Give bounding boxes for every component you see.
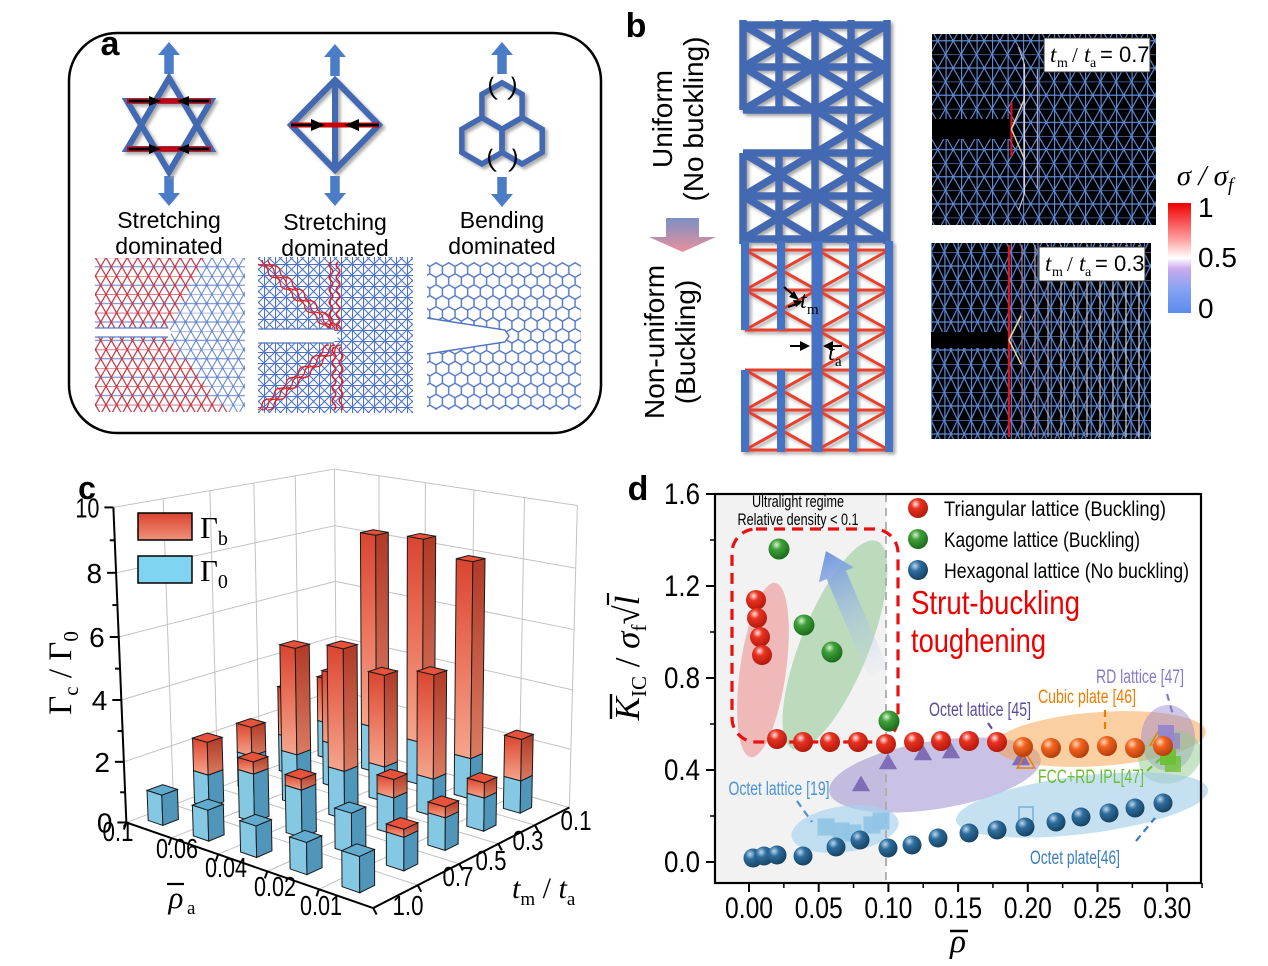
svg-text:Non-uniform: Non-uniform xyxy=(639,265,670,419)
svg-text:0.5: 0.5 xyxy=(1198,242,1237,273)
svg-text:b: b xyxy=(626,7,647,45)
svg-text:dominated: dominated xyxy=(448,233,555,259)
svg-text:4: 4 xyxy=(92,685,108,716)
svg-text:Uniform: Uniform xyxy=(647,70,678,168)
svg-text:RD lattice [47]: RD lattice [47] xyxy=(1096,667,1184,688)
svg-text:m: m xyxy=(807,302,819,318)
svg-text:0.4: 0.4 xyxy=(664,754,700,787)
svg-text:a: a xyxy=(835,354,842,370)
svg-text:0.0: 0.0 xyxy=(664,846,700,879)
svg-text:0: 0 xyxy=(97,808,113,839)
svg-text:d: d xyxy=(628,470,649,508)
svg-text:Strut-buckling: Strut-buckling xyxy=(911,584,1080,621)
svg-text:Triangular lattice (Buckling): Triangular lattice (Buckling) xyxy=(944,498,1166,521)
svg-text:1: 1 xyxy=(1198,192,1214,223)
svg-text:Octet plate[46]: Octet plate[46] xyxy=(1030,848,1120,869)
svg-text:a: a xyxy=(1090,56,1097,71)
svg-text:Kagome lattice (Buckling): Kagome lattice (Buckling) xyxy=(944,529,1140,552)
svg-text:/: / xyxy=(1067,252,1073,276)
svg-text:2: 2 xyxy=(94,747,110,778)
svg-text:ρ: ρ xyxy=(949,924,966,960)
svg-text:0.5: 0.5 xyxy=(476,845,507,876)
svg-text:dominated: dominated xyxy=(115,233,222,259)
svg-text:0.25: 0.25 xyxy=(1074,892,1122,925)
svg-text:t: t xyxy=(800,288,808,314)
svg-text:Γc / Γ0: Γc / Γ0 xyxy=(43,631,83,715)
svg-text:Octet lattice [19]: Octet lattice [19] xyxy=(729,779,830,800)
svg-text:0.8: 0.8 xyxy=(664,662,700,695)
svg-text:0.02: 0.02 xyxy=(254,871,296,902)
svg-text:0.04: 0.04 xyxy=(205,852,247,883)
svg-text:/: / xyxy=(1072,43,1078,67)
svg-text:0.7: 0.7 xyxy=(443,861,474,892)
svg-text:0.00: 0.00 xyxy=(725,892,773,925)
svg-text:= 0.7: = 0.7 xyxy=(1100,42,1150,67)
svg-text:c: c xyxy=(78,470,96,506)
svg-text:6: 6 xyxy=(89,622,105,653)
svg-text:t: t xyxy=(1084,42,1091,67)
svg-text:KIC / σf√l: KIC / σf√l xyxy=(608,596,651,722)
svg-text:t: t xyxy=(1079,251,1086,276)
svg-text:0.20: 0.20 xyxy=(1004,892,1052,925)
svg-text:toughening: toughening xyxy=(911,622,1046,659)
svg-text:10: 10 xyxy=(75,492,99,523)
svg-text:0.06: 0.06 xyxy=(156,833,198,864)
svg-text:0.05: 0.05 xyxy=(795,892,843,925)
svg-text:Octet lattice [45]: Octet lattice [45] xyxy=(929,700,1031,721)
svg-text:ρ: ρ xyxy=(168,880,184,915)
svg-text:t: t xyxy=(828,340,836,366)
svg-text:0.1: 0.1 xyxy=(561,805,592,836)
svg-text:a: a xyxy=(101,25,121,63)
svg-text:8: 8 xyxy=(87,558,103,589)
svg-text:t: t xyxy=(1050,42,1057,67)
svg-text:FCC+RD IPL[47]: FCC+RD IPL[47] xyxy=(1038,767,1144,788)
svg-text:= 0.3: = 0.3 xyxy=(1095,251,1145,276)
svg-text:0.10: 0.10 xyxy=(864,892,912,925)
svg-text:1.2: 1.2 xyxy=(664,570,700,603)
svg-text:0: 0 xyxy=(1198,293,1214,324)
svg-text:Stretching: Stretching xyxy=(283,209,387,235)
svg-text:(No buckling): (No buckling) xyxy=(678,37,709,202)
svg-text:σ / σf: σ / σf xyxy=(1177,160,1236,196)
svg-text:t: t xyxy=(1045,251,1052,276)
svg-text:a: a xyxy=(1085,265,1092,280)
svg-text:0.15: 0.15 xyxy=(934,892,982,925)
svg-text:m: m xyxy=(1052,265,1063,280)
svg-text:1.6: 1.6 xyxy=(664,478,700,511)
svg-text:Ultralight regime: Ultralight regime xyxy=(752,492,844,511)
svg-text:1.0: 1.0 xyxy=(393,890,424,921)
svg-text:(Buckling): (Buckling) xyxy=(670,280,701,404)
svg-text:0.30: 0.30 xyxy=(1143,892,1191,925)
svg-text:Relative density < 0.1: Relative density < 0.1 xyxy=(738,510,859,529)
svg-text:0.1: 0.1 xyxy=(103,816,134,847)
svg-text:dominated: dominated xyxy=(281,235,388,261)
svg-text:0.3: 0.3 xyxy=(513,825,544,856)
svg-text:0.01: 0.01 xyxy=(300,890,342,921)
svg-text:Bending: Bending xyxy=(460,207,544,233)
svg-text:Hexagonal lattice (No buckling: Hexagonal lattice (No buckling) xyxy=(944,560,1189,583)
svg-text:Cubic plate [46]: Cubic plate [46] xyxy=(1038,687,1136,708)
svg-text:a: a xyxy=(187,898,196,919)
svg-text:m: m xyxy=(1057,56,1068,71)
svg-text:Stretching: Stretching xyxy=(117,207,221,233)
